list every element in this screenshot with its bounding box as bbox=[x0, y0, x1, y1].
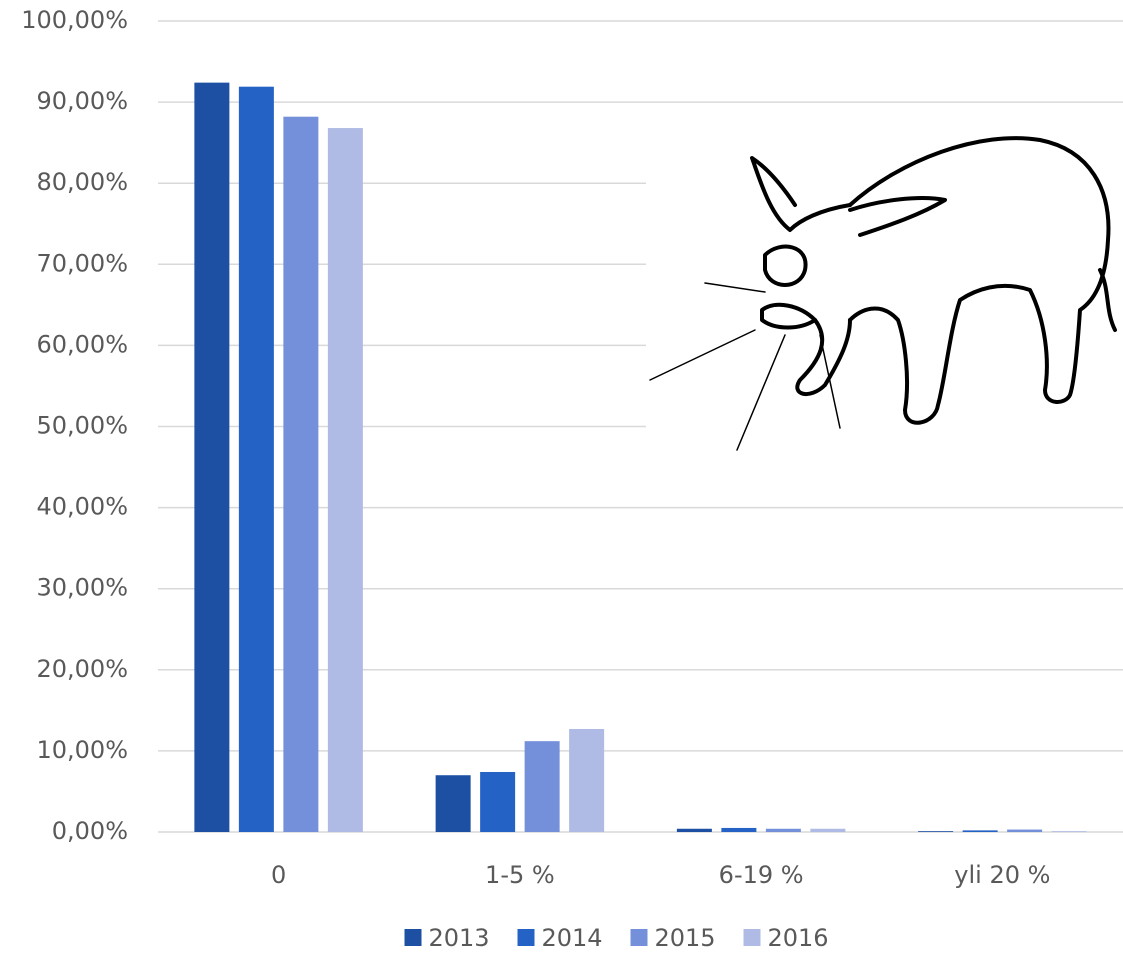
y-tick-label: 10,00% bbox=[36, 736, 128, 764]
legend-label: 2015 bbox=[655, 924, 716, 952]
bar bbox=[283, 116, 319, 832]
bar bbox=[569, 729, 605, 832]
bar bbox=[435, 775, 471, 832]
legend-label: 2014 bbox=[542, 924, 603, 952]
x-tick-label: 0 bbox=[271, 861, 286, 889]
bar bbox=[238, 86, 274, 833]
bar bbox=[1007, 829, 1043, 832]
bars bbox=[194, 82, 1087, 833]
y-tick-label: 60,00% bbox=[36, 330, 128, 358]
legend: 2013 2014 2015 2016 bbox=[404, 924, 829, 952]
y-tick-label: 50,00% bbox=[36, 412, 128, 440]
x-tick-label: 1-5 % bbox=[485, 861, 555, 889]
grid bbox=[158, 20, 1123, 833]
legend-label: 2013 bbox=[429, 924, 490, 952]
bar bbox=[918, 831, 954, 832]
bar bbox=[194, 82, 230, 833]
y-tick-label: 40,00% bbox=[36, 493, 128, 521]
y-tick-label: 80,00% bbox=[36, 168, 128, 196]
x-tick-label: 6-19 % bbox=[719, 861, 804, 889]
bar bbox=[962, 830, 998, 832]
bar bbox=[1051, 831, 1087, 832]
y-tick-label: 30,00% bbox=[36, 574, 128, 602]
legend-swatch bbox=[404, 929, 422, 946]
bar bbox=[480, 771, 516, 832]
y-tick-label: 0,00% bbox=[52, 817, 128, 845]
legend-label: 2016 bbox=[768, 924, 829, 952]
x-tick-label: yli 20 % bbox=[954, 861, 1050, 889]
axis: 0,00% 10,00% 20,00% 30,00% 40,00% 50,00% 60,00… bbox=[21, 6, 1050, 889]
pig-illustration bbox=[646, 130, 1123, 460]
bar bbox=[676, 828, 712, 832]
legend-swatch bbox=[517, 929, 535, 946]
bar bbox=[524, 741, 560, 832]
y-tick-label: 100,00% bbox=[21, 6, 128, 34]
y-tick-label: 90,00% bbox=[36, 87, 128, 115]
bar bbox=[327, 128, 363, 832]
y-tick-label: 20,00% bbox=[36, 655, 128, 683]
bar bbox=[810, 828, 846, 832]
legend-swatch bbox=[630, 929, 648, 946]
bar bbox=[721, 827, 757, 832]
legend-swatch bbox=[743, 929, 761, 946]
y-tick-label: 70,00% bbox=[36, 249, 128, 277]
bar bbox=[765, 828, 801, 832]
